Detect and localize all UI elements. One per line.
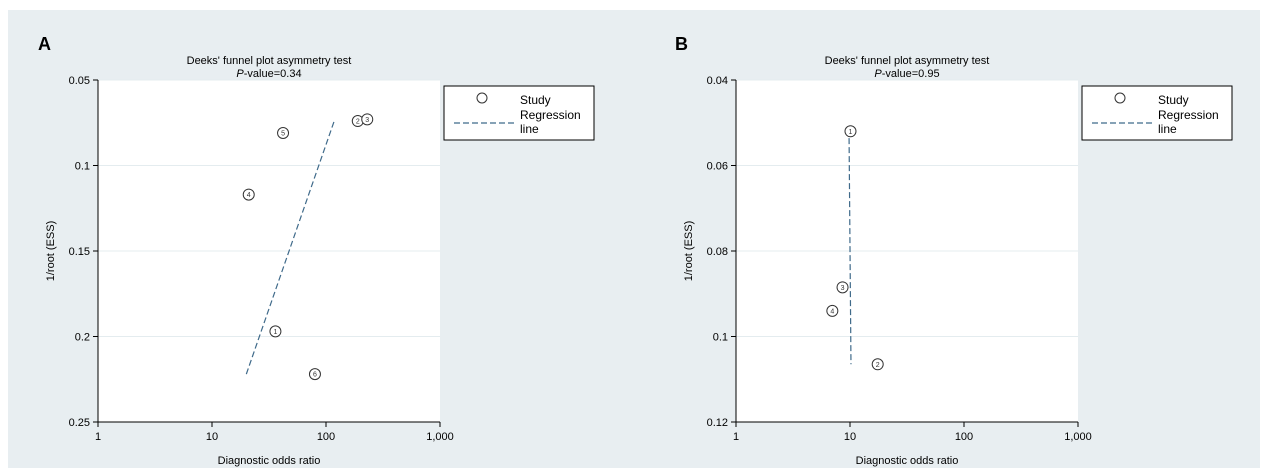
study-point [836,281,849,294]
legend-box [443,85,595,141]
legend-regression-label: Regression [520,108,581,122]
x-axis-label: Diagnostic odds ratio [218,455,321,467]
x-tick-label: 100 [955,431,973,443]
study-point-label: 3 [841,285,845,292]
legend-study-marker [1114,92,1126,104]
chart-panel-a: A Deeks' funnel plot asymmetry testP-valu… [38,34,595,467]
y-tick-label: 0.05 [69,75,90,87]
study-point-label: 1 [273,329,277,336]
y-axis-label: 1/root (ESS) [683,221,695,282]
chart-title: Deeks' funnel plot asymmetry test [825,55,990,67]
legend-study-marker [476,92,488,104]
study-point-label: 2 [356,119,360,126]
panel-label: B [675,34,688,54]
study-point [308,368,321,381]
study-point-label: 2 [876,362,880,369]
legend-study-label: Study [1158,93,1189,107]
chart-title: Deeks' funnel plot asymmetry test [187,55,352,67]
chart-subtitle: P-value=0.95 [874,68,939,80]
legend-study-label: Study [520,93,551,107]
p-letter: P [874,68,882,80]
study-point-label: 3 [365,117,369,124]
study-point [871,358,884,371]
chart-panel-b: B Deeks' funnel plot asymmetry testP-valu… [675,34,1233,467]
legend-box [1081,85,1233,141]
study-point-label: 5 [281,131,285,138]
study-point-label: 6 [313,372,317,379]
y-tick-label: 0.12 [707,417,728,429]
study-point [277,127,290,140]
study-point-label: 4 [830,308,834,315]
study-point-label: 1 [849,129,853,136]
legend-regression-label: Regression [1158,108,1219,122]
chart-subtitle: P-value=0.34 [236,68,301,80]
x-tick-label: 1,000 [1064,431,1092,443]
y-tick-label: 0.04 [707,75,728,87]
x-axis-label: Diagnostic odds ratio [856,455,959,467]
y-tick-label: 0.06 [707,161,728,173]
y-tick-label: 0.1 [75,161,90,173]
p-value: -value=0.34 [244,68,302,80]
y-tick-label: 0.25 [69,417,90,429]
legend-regression-label-line2: line [520,122,539,136]
study-point [361,113,374,126]
p-letter: P [236,68,244,80]
study-point [269,325,282,338]
study-point-label: 4 [247,192,251,199]
x-tick-label: 100 [317,431,335,443]
x-tick-label: 10 [206,431,218,443]
x-tick-label: 1,000 [426,431,454,443]
x-tick-label: 1 [95,431,101,443]
legend-regression-label-line2: line [1158,122,1177,136]
y-tick-label: 0.15 [69,246,90,258]
study-point [826,304,839,317]
study-point [844,125,857,138]
regression-line [848,129,852,365]
y-tick-label: 0.1 [713,332,728,344]
x-tick-label: 10 [844,431,856,443]
study-point [242,188,255,201]
p-value: -value=0.95 [882,68,940,80]
y-tick-label: 0.08 [707,246,728,258]
y-tick-label: 0.2 [75,332,90,344]
panel-label: A [38,34,51,54]
y-axis-label: 1/root (ESS) [45,221,57,282]
x-tick-label: 1 [733,431,739,443]
